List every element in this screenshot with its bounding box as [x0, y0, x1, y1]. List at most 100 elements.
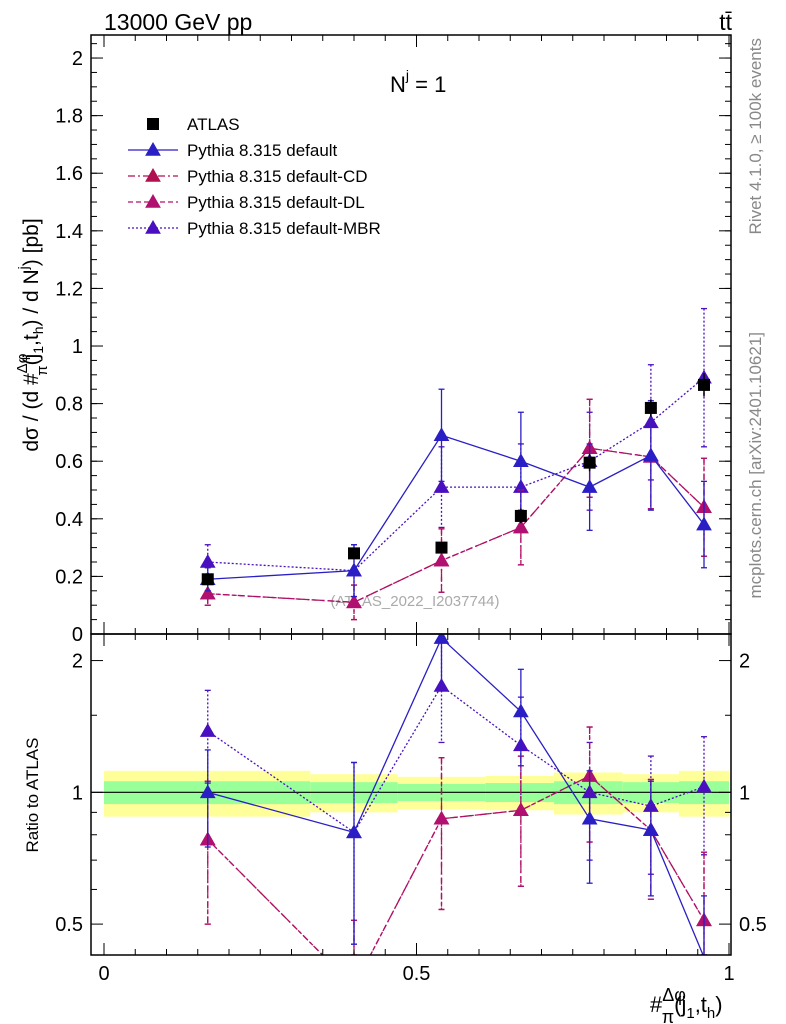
main-ytick-label: 1 [72, 336, 83, 358]
ratio-ylabel: Ratio to ATLAS [23, 738, 42, 853]
series-point [696, 778, 712, 793]
njets-annotation-sup: j [405, 67, 409, 83]
legend-marker-triangle [145, 219, 161, 234]
series-pythia-8-315-default-cd [199, 726, 712, 955]
njets-annotation-main: N [390, 72, 406, 97]
watermark: (ATLAS_2022_I2037744) [330, 593, 499, 610]
main-ytick-label: 0 [72, 624, 83, 646]
series-point [643, 822, 659, 836]
ratio-axes: 0.5 0.5 1 1 2 2 0 0.5 1 [55, 633, 767, 985]
main-ytick-label: 0.2 [55, 566, 83, 588]
xlabel-frac-den: π [662, 1007, 674, 1024]
atlas-point [348, 547, 360, 560]
ratio-ytick-label-right: 1 [739, 782, 750, 804]
legend-entry: Pythia 8.315 default-MBR [128, 219, 381, 238]
legend-label: ATLAS [187, 115, 240, 134]
series-point [581, 810, 598, 825]
header-left: 13000 GeV pp [104, 9, 252, 35]
series-point [346, 562, 362, 577]
series-point [346, 594, 362, 609]
ylabel-sup: j [15, 266, 31, 270]
ylabel-frac-den: π [34, 365, 51, 375]
series-point [433, 479, 450, 493]
main-ylabel-text: dσ / (d #Δφ π(j1,th) / d Nj) [pb] [14, 218, 51, 451]
main-ytick-label: 1.4 [55, 221, 83, 243]
series-point [513, 453, 529, 467]
xlabel-pre: # [650, 992, 663, 1017]
ylabel-comma: ,t [20, 334, 43, 346]
legend-label: Pythia 8.315 default-CD [187, 167, 368, 186]
xlabel-comma: ,t [695, 992, 707, 1017]
series-point [433, 552, 450, 567]
ratio-ytick-label: 1 [72, 782, 83, 804]
ratio-ytick-label-right: 2 [739, 651, 750, 673]
xlabel-sub1: 1 [686, 1005, 694, 1022]
ylabel-pre: dσ / (d # [20, 373, 43, 452]
series-point [433, 810, 450, 825]
series-line [207, 377, 705, 572]
legend-marker-triangle [145, 141, 161, 156]
series-pythia-8-315-default [199, 388, 712, 598]
series-point [513, 703, 529, 718]
atlas-point [644, 401, 657, 414]
ratio-frame [90, 633, 732, 956]
series-point [513, 519, 529, 534]
njets-annotation: Nj = 1 [390, 67, 446, 97]
series-line [207, 447, 705, 603]
series-atlas [201, 373, 710, 586]
series-line [207, 434, 705, 580]
main-ytick-label: 1.2 [55, 278, 83, 300]
series-point [199, 723, 216, 737]
legend-marker-triangle [145, 167, 161, 182]
xtick-label: 0 [98, 963, 109, 985]
legend-label: Pythia 8.315 default-DL [187, 193, 365, 212]
xlabel-post: ) [715, 992, 722, 1017]
main-ytick-label: 0.6 [55, 451, 83, 473]
ylabel-mid: ) / d N [20, 269, 43, 326]
legend-marker-square [147, 118, 159, 130]
mcplots-label: mcplots.cern.ch [arXiv:2401.10621] [746, 332, 765, 598]
rivet-label: Rivet 4.1.0, ≥ 100k events [746, 38, 765, 234]
main-ylabel: dσ / (d #Δφ π(j1,th) / d Nj) [pb] [14, 218, 51, 451]
ylabel-sub1: 1 [30, 346, 46, 354]
atlas-point [698, 378, 710, 391]
series-line [207, 447, 705, 603]
main-ytick-label: 0.8 [55, 394, 83, 416]
series-pythia-8-315-default-mbr [199, 307, 712, 598]
ratio-series-layer [199, 634, 712, 955]
series-point [433, 634, 450, 644]
series-point [513, 802, 529, 817]
ratio-ytick-label-right: 0.5 [739, 914, 767, 936]
series-point [581, 479, 598, 493]
xlabel: #Δφ π(j1,th) [650, 985, 723, 1024]
legend-marker-triangle [145, 193, 161, 208]
series-point [199, 553, 216, 568]
legend-label: Pythia 8.315 default-MBR [187, 219, 381, 238]
legend-entry: Pythia 8.315 default-DL [128, 193, 365, 212]
legend-entry: Pythia 8.315 default-CD [128, 167, 368, 186]
legend-entry: ATLAS [147, 115, 240, 134]
main-series-layer [199, 307, 712, 621]
ratio-ytick-label: 2 [72, 651, 83, 673]
series-point [696, 516, 712, 531]
main-axes: 0 0.2 0.4 0.6 0.8 1 1.2 1.4 1.6 1.8 2 [55, 34, 732, 646]
main-ytick-label: 2 [72, 48, 83, 70]
legend-label: Pythia 8.315 default [187, 141, 338, 160]
atlas-point [435, 541, 448, 554]
series-point [433, 677, 450, 692]
series-point [199, 585, 216, 600]
ylabel-post: ) [pb] [20, 218, 43, 266]
ratio-ytick-label: 0.5 [55, 914, 83, 936]
series-point [199, 784, 216, 799]
series-pythia-8-315-default [199, 634, 707, 955]
ratio-band [91, 770, 731, 817]
main-ytick-label: 0.4 [55, 509, 83, 531]
atlas-point [514, 509, 527, 522]
atlas-point [201, 573, 214, 586]
series-point [346, 824, 362, 839]
header-right: tt̄ [719, 9, 732, 35]
series-pythia-8-315-default-dl [199, 726, 712, 955]
xlabel-sub2: h [707, 1005, 715, 1022]
atlas-point [583, 456, 596, 469]
xtick-label: 0.5 [403, 963, 431, 985]
